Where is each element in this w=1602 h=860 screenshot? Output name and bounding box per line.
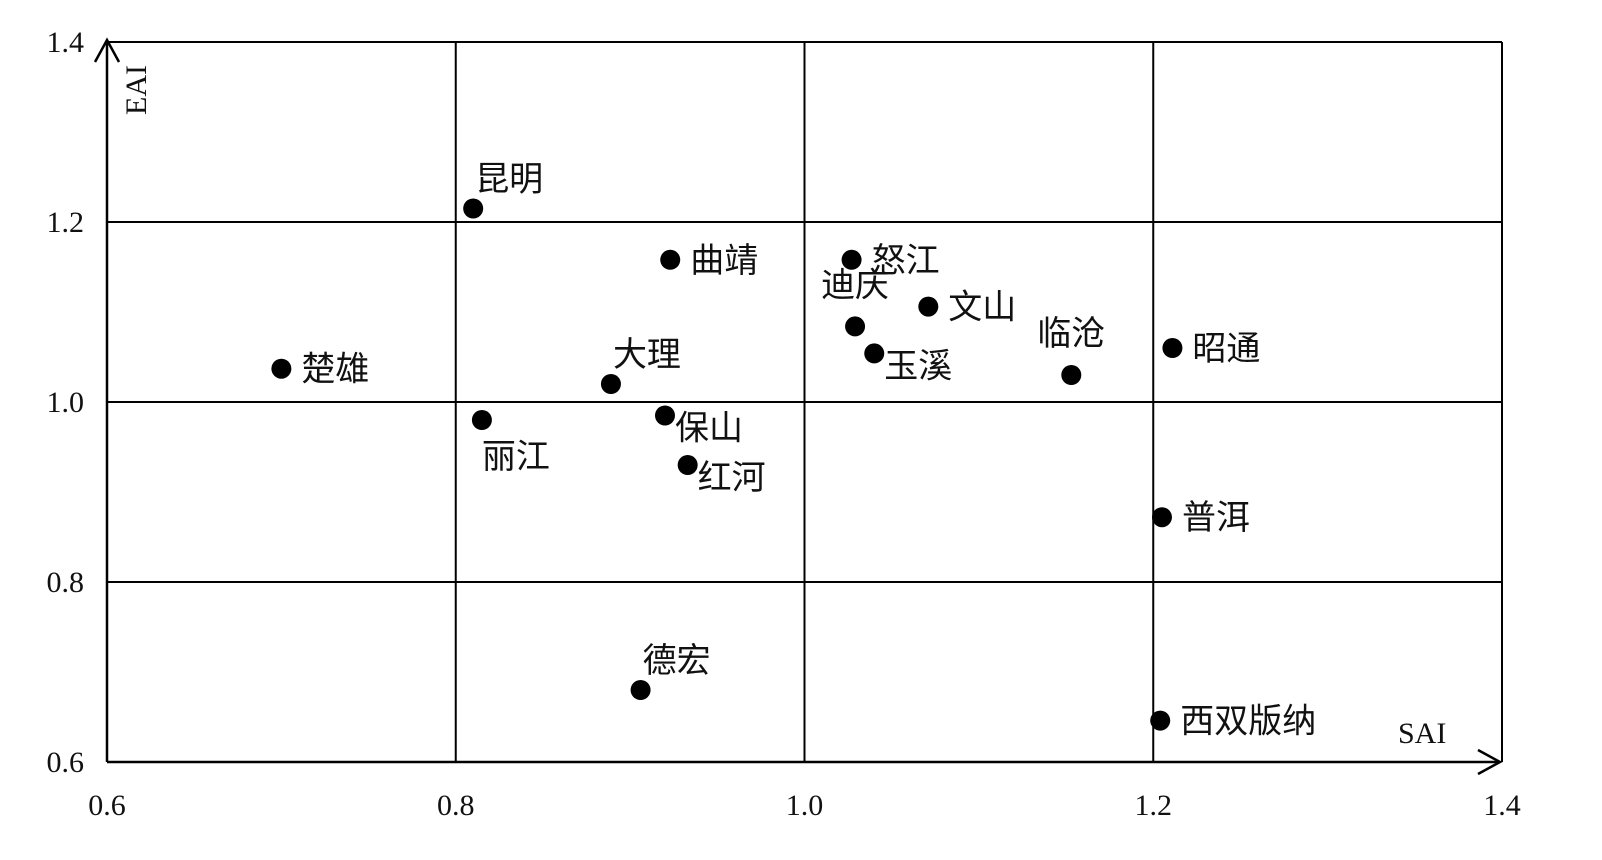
data-point [600,374,621,394]
point-label: 普洱 [1182,498,1250,538]
point-label: 德宏 [643,641,711,681]
data-point [1162,338,1183,358]
point-label: 大理 [613,335,681,375]
data-point [918,296,939,317]
point-label: 迪庆 [821,265,889,305]
point-label: 楚雄 [301,350,369,390]
y-tick-label: 1.4 [47,26,85,59]
x-axis-title: SAI [1398,717,1446,750]
data-point [463,198,484,219]
point-label: 昭通 [1192,329,1260,369]
y-tick-label: 1.0 [47,386,85,419]
data-point [677,455,698,475]
x-tick-label: 1.2 [1135,789,1173,822]
x-tick-label: 1.0 [786,789,824,822]
point-label: 昆明 [475,160,543,200]
y-tick-label: 0.8 [47,566,85,599]
data-point [841,249,862,270]
y-tick-label: 1.2 [47,206,85,239]
point-label: 红河 [698,458,766,498]
y-axis-arrow [93,37,121,63]
point-label: 临沧 [1037,314,1105,354]
point-label: 丽江 [482,437,550,477]
tick-labels: 0.6 0.8 1.0 1.2 1.4 0.6 0.8 1.0 1.2 1.4 [47,26,1521,822]
point-label: 曲靖 [690,241,758,281]
x-tick-label: 0.6 [88,789,126,822]
data-point [630,680,651,700]
y-tick-label: 0.6 [47,746,85,779]
point-label: 玉溪 [884,346,952,386]
point-label: 怒江 [872,241,940,281]
axes [93,37,1503,776]
y-axis-title: EAI [120,65,153,115]
data-point [864,343,885,364]
data-points [271,198,1183,731]
data-point [845,316,866,337]
point-label: 文山 [948,288,1016,328]
point-label: 西双版纳 [1180,702,1316,742]
x-axis-arrow [1477,748,1503,776]
data-point [1151,507,1172,528]
data-point [271,358,292,379]
grid-lines [107,41,1503,762]
data-point [471,410,492,430]
x-tick-label: 1.4 [1483,789,1521,822]
data-point [655,405,675,426]
point-label: 保山 [675,409,743,449]
data-point [1061,365,1082,385]
data-point [1150,710,1171,731]
x-tick-label: 0.8 [437,789,475,822]
data-point [660,249,681,270]
